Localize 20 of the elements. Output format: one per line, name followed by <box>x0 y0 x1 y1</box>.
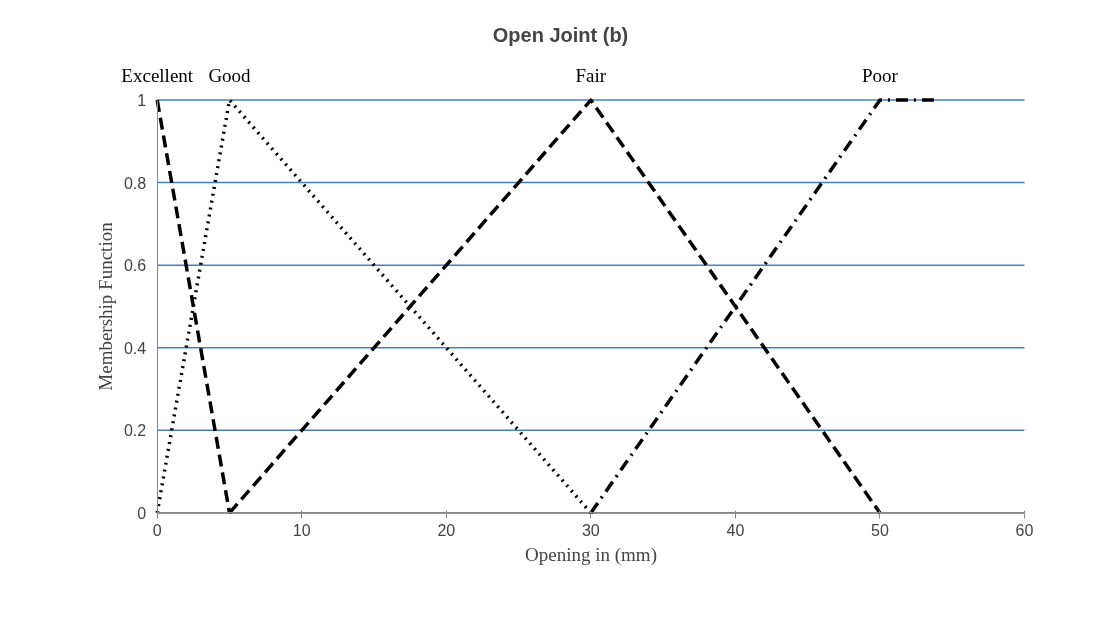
chart-title: Open Joint (b) <box>492 23 629 46</box>
x-tick-label: 20 <box>437 521 456 539</box>
y-tick-label: 0.4 <box>123 339 147 357</box>
series-label: Fair <box>575 65 607 87</box>
y-tick-label: 1 <box>137 92 147 110</box>
y-tick-label: 0.8 <box>123 174 147 192</box>
y-axis-title: Membership Function <box>95 221 117 391</box>
x-tick-label: 40 <box>726 521 745 539</box>
x-tick-label: 60 <box>1015 521 1034 539</box>
x-tick-label: 0 <box>152 521 162 539</box>
series-label: Poor <box>861 65 899 87</box>
x-tick-label: 50 <box>871 521 889 539</box>
y-tick-label: 0.6 <box>123 257 147 275</box>
x-tick-label: 30 <box>581 521 600 539</box>
y-tick-label: 0 <box>137 504 147 522</box>
series-label: Good <box>208 65 252 87</box>
y-tick-label: 0.2 <box>123 422 147 440</box>
x-axis-title: Opening in (mm) <box>525 543 657 566</box>
x-tick-label: 10 <box>292 521 311 539</box>
series-label: Excellent <box>121 65 194 87</box>
